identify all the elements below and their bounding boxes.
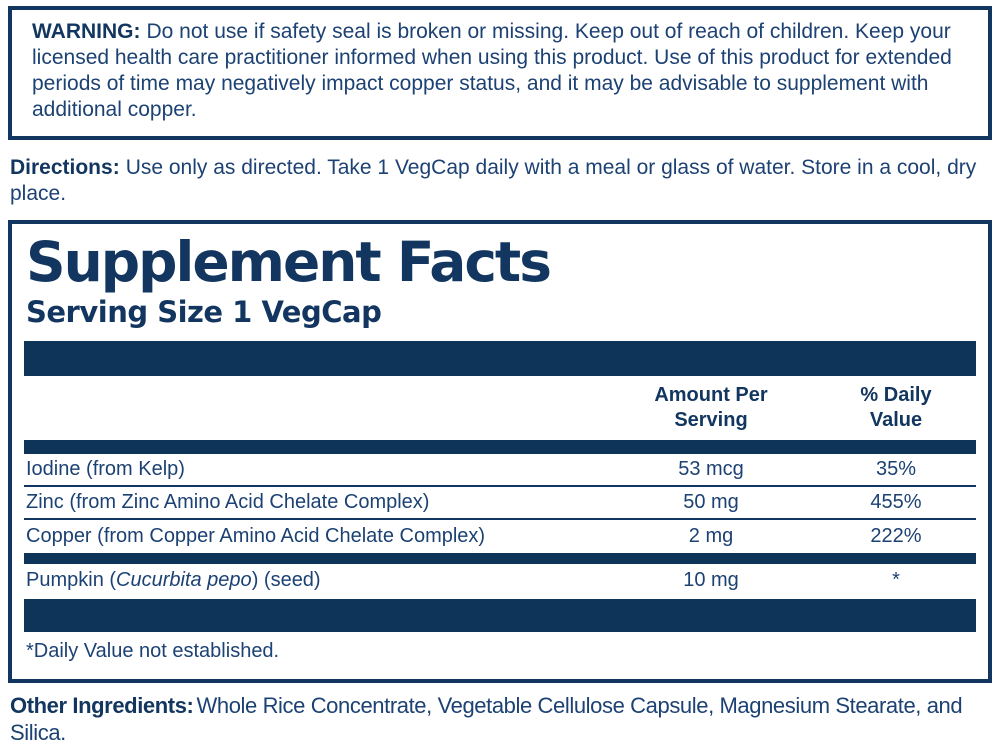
ingredient-daily-value: 455% <box>870 491 922 513</box>
column-header-daily-value: % Daily Value <box>860 384 932 431</box>
ingredient-name-suffix: ) (seed) <box>251 569 321 591</box>
ingredient-latin-name: Cucurbita pepo <box>116 569 252 591</box>
ingredient-amount: 2 mg <box>688 525 734 547</box>
serving-size: Serving Size 1 VegCap <box>26 295 382 329</box>
table-row-copper: Copper (from Copper Amino Acid Chelate C… <box>24 520 976 553</box>
divider-bar-mid <box>24 553 976 564</box>
ingredient-name: Copper (from Copper Amino Acid Chelate C… <box>26 525 486 547</box>
warning-box: WARNING: Do not use if safety seal is bro… <box>8 6 992 140</box>
ingredient-amount: 10 mg <box>683 569 739 591</box>
ingredient-name-prefix: Pumpkin ( <box>26 569 117 591</box>
divider-bar-bottom <box>24 599 976 632</box>
column-header-row: Amount Per Serving % Daily Value <box>24 376 976 440</box>
divider-bar-header <box>24 440 976 454</box>
supplement-label: WARNING: Do not use if safety seal is bro… <box>0 6 1000 745</box>
warning-text: WARNING: Do not use if safety seal is bro… <box>32 19 972 123</box>
directions-label: Directions: <box>10 156 120 179</box>
table-row-pumpkin: Pumpkin (Cucurbita pepo) (seed) 10 mg * <box>24 564 976 597</box>
ingredient-amount: 50 mg <box>683 491 739 513</box>
ingredient-amount: 53 mcg <box>678 458 744 480</box>
warning-body: Do not use if safety seal is broken or m… <box>32 20 952 121</box>
directions-body: Use only as directed. Take 1 VegCap dail… <box>10 156 977 205</box>
divider-bar-top <box>24 341 976 376</box>
ingredient-daily-value: * <box>892 569 900 591</box>
supplement-facts-panel: Supplement Facts Serving Size 1 VegCap A… <box>8 220 992 683</box>
table-row-iodine: Iodine (from Kelp) 53 mcg 35% <box>24 454 976 487</box>
table-row-zinc: Zinc (from Zinc Amino Acid Chelate Compl… <box>24 487 976 520</box>
ingredient-daily-value: 222% <box>870 525 922 547</box>
ingredient-daily-value: 35% <box>875 458 917 480</box>
facts-title: Supplement Facts <box>26 230 552 294</box>
warning-label: WARNING: <box>32 20 141 43</box>
other-ingredients-label: Other Ingredients: <box>10 693 194 718</box>
ingredient-name: Pumpkin (Cucurbita pepo) (seed) <box>24 569 606 592</box>
column-header-amount: Amount Per Serving <box>654 384 768 431</box>
daily-value-footnote: *Daily Value not established. <box>26 640 280 662</box>
other-ingredients: Other Ingredients: Whole Rice Concentrate… <box>10 692 990 746</box>
ingredient-name: Iodine (from Kelp) <box>26 458 185 480</box>
directions: Directions: Use only as directed. Take 1 … <box>10 155 990 207</box>
ingredient-name: Zinc (from Zinc Amino Acid Chelate Compl… <box>26 491 430 513</box>
